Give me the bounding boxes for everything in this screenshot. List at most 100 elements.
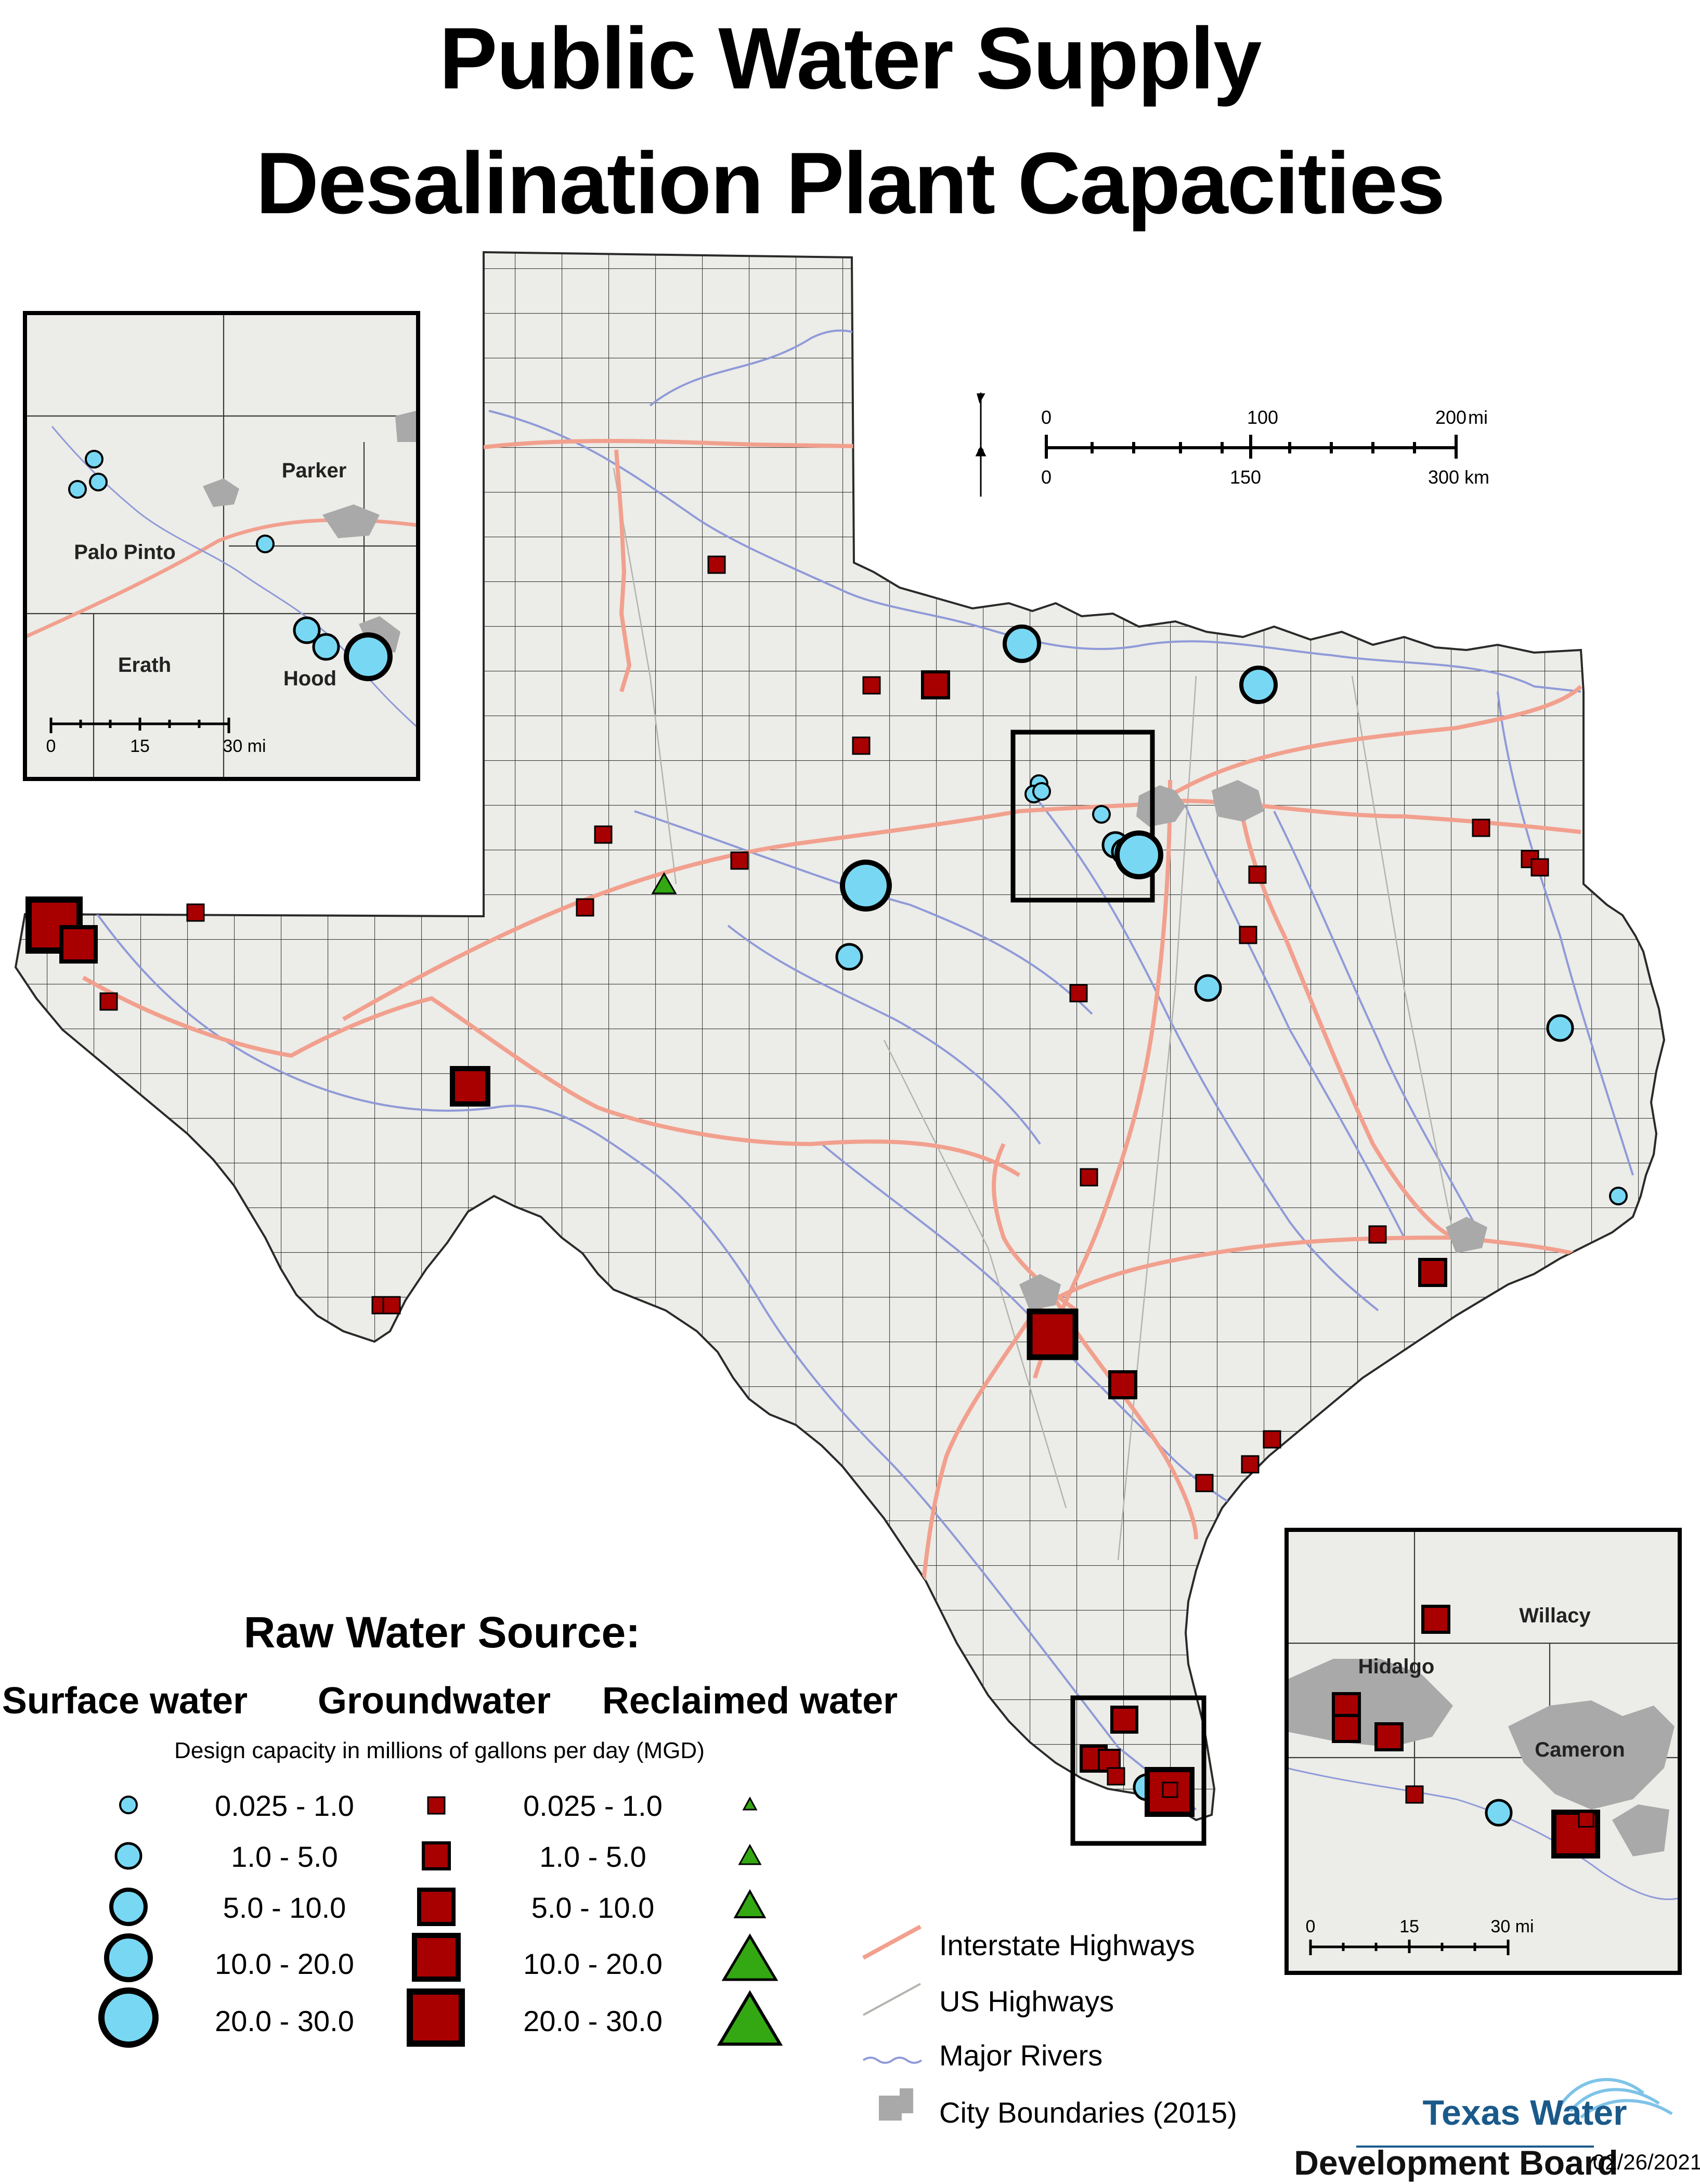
inset-rgv-scale-0: 0: [1306, 1917, 1316, 1936]
groundwater-plant: [852, 736, 871, 755]
groundwater-plant: [382, 1296, 401, 1315]
scale-mi-0: 0: [1041, 407, 1052, 428]
legend-layer-city: City Boundaries (2015): [939, 2096, 1237, 2129]
groundwater-plant: [1418, 1258, 1447, 1287]
us-highways: [613, 467, 1457, 1561]
scale-mi-100: 100: [1247, 407, 1278, 428]
county-label-hood: Hood: [283, 667, 336, 690]
surface-water-plant: [89, 473, 108, 491]
surface-water-plant: [344, 632, 393, 681]
groundwater-plant: [99, 992, 118, 1011]
groundwater-plant: [1107, 1767, 1125, 1786]
rgv-area-box: [1070, 1695, 1206, 1846]
river-legend-line: [862, 2057, 923, 2064]
legend-col-surface-water: Surface water: [2, 1680, 248, 1722]
surface-water-plant: [312, 633, 340, 661]
scale-mi-unit: mi: [1468, 407, 1488, 428]
legend-ground-symbol-3: [417, 1888, 456, 1926]
surface-water-plant: [1485, 1799, 1513, 1827]
legend-layer-interstate: Interstate Highways: [939, 1929, 1195, 1961]
groundwater-plant: [1162, 1782, 1178, 1798]
groundwater-plant: [1080, 1168, 1098, 1187]
groundwater-plant: [730, 851, 749, 870]
groundwater-plant: [1239, 926, 1257, 944]
surface-water-plant: [293, 616, 321, 644]
inset-dfw-scale-15: 15: [130, 736, 150, 756]
legend-class-1-a: 0.025 - 1.0: [215, 1789, 354, 1822]
legend-reclaimed-symbol-5: [717, 1990, 783, 2046]
legend-class-2-a: 1.0 - 5.0: [231, 1840, 338, 1873]
scale-km-0: 0: [1041, 466, 1052, 488]
surface-water-plant: [1239, 666, 1278, 704]
inset-rgv: Willacy Hidalgo Cameron 0 15 30 mi: [1284, 1528, 1682, 1975]
groundwater-plant: [186, 903, 205, 922]
inset-rgv-scale-15: 15: [1399, 1917, 1419, 1936]
legend-class-3-b: 5.0 - 10.0: [531, 1891, 655, 1924]
logo-line-1: Texas Water: [1422, 2093, 1627, 2133]
scale-bar: [1045, 435, 1458, 459]
groundwater-plant: [1195, 1474, 1214, 1492]
twdb-logo: Texas Water Development Board: [1294, 2078, 1673, 2182]
north-arrow-icon: [975, 393, 987, 497]
county-label-parker: Parker: [282, 459, 347, 482]
legend-class-5-a: 20.0 - 30.0: [215, 2005, 354, 2037]
interstate-legend-line: [862, 1925, 922, 1960]
inset-dfw-scale-30: 30 mi: [223, 736, 266, 756]
legend-ground-symbol-4: [412, 1933, 461, 1982]
groundwater-plant: [1263, 1430, 1281, 1449]
groundwater-plant: [594, 825, 613, 844]
groundwater-plant: [1069, 984, 1088, 1003]
surface-water-plant: [835, 943, 863, 971]
legend-surface-symbol-2: [114, 1842, 142, 1870]
legend-layer-rivers: Major Rivers: [939, 2039, 1102, 2072]
reclaimed-water-plant: [651, 872, 677, 894]
groundwater-plant: [707, 555, 726, 574]
surface-water-plant: [1092, 805, 1111, 824]
groundwater-plant: [1368, 1225, 1387, 1244]
surface-water-plant: [1003, 625, 1041, 663]
legend-reclaimed-symbol-4: [721, 1933, 778, 1981]
surface-water-plant: [1114, 830, 1163, 879]
legend-surface-symbol-4: [104, 1933, 153, 1982]
surface-water-plant: [1609, 1187, 1628, 1205]
map-date: 02/26/2021: [1593, 2150, 1700, 2174]
legend-class-4-b: 10.0 - 20.0: [523, 1947, 663, 1980]
surface-water-plant: [1032, 782, 1051, 801]
groundwater-plant: [59, 925, 98, 964]
legend-heading: Raw Water Source:: [244, 1608, 640, 1657]
surface-water-plant: [256, 535, 275, 553]
legend-surface-symbol-3: [109, 1888, 148, 1926]
legend-ground-symbol-2: [422, 1841, 451, 1870]
groundwater-plant: [1421, 1605, 1450, 1634]
logo-line-2: Development Board: [1294, 2143, 1618, 2182]
legend-col-reclaimed-water: Reclaimed water: [602, 1680, 898, 1722]
groundwater-plant: [1108, 1370, 1137, 1399]
inset-dfw: Parker Palo Pinto Erath Hood 0 15 30 mi: [23, 311, 420, 781]
legend-class-2-b: 1.0 - 5.0: [539, 1840, 646, 1873]
county-label-cameron: Cameron: [1535, 1738, 1625, 1761]
county-label-erath: Erath: [118, 654, 171, 677]
groundwater-plants: [25, 555, 1549, 1817]
groundwater-plant: [1405, 1785, 1424, 1804]
legend-reclaimed-symbol-3: [733, 1889, 767, 1918]
map-title-line-2: Desalination Plant Capacities: [255, 134, 1445, 232]
legend-class-5-b: 20.0 - 30.0: [523, 2005, 663, 2037]
groundwater-plant: [1530, 858, 1549, 877]
map-title-line-1: Public Water Supply: [439, 9, 1262, 107]
legend-surface-symbol-1: [119, 1796, 138, 1814]
groundwater-plant: [1110, 1706, 1138, 1734]
groundwater-plant: [1332, 1714, 1361, 1743]
groundwater-plant: [1027, 1308, 1079, 1360]
groundwater-plant: [1241, 1455, 1260, 1474]
groundwater-plant: [1248, 865, 1267, 884]
legend-class-3-a: 5.0 - 10.0: [223, 1891, 346, 1924]
legend-surface-symbol-5: [98, 1987, 159, 2048]
legend-col-groundwater: Groundwater: [318, 1680, 551, 1722]
legend-layer-us-highway: US Highways: [939, 1985, 1114, 2018]
surface-water-plant: [840, 860, 892, 912]
county-label-hidalgo: Hidalgo: [1358, 1655, 1435, 1678]
legend-class-1-b: 0.025 - 1.0: [523, 1789, 663, 1822]
county-label-willacy: Willacy: [1519, 1604, 1591, 1627]
us-highway-legend-line: [863, 1983, 921, 2016]
